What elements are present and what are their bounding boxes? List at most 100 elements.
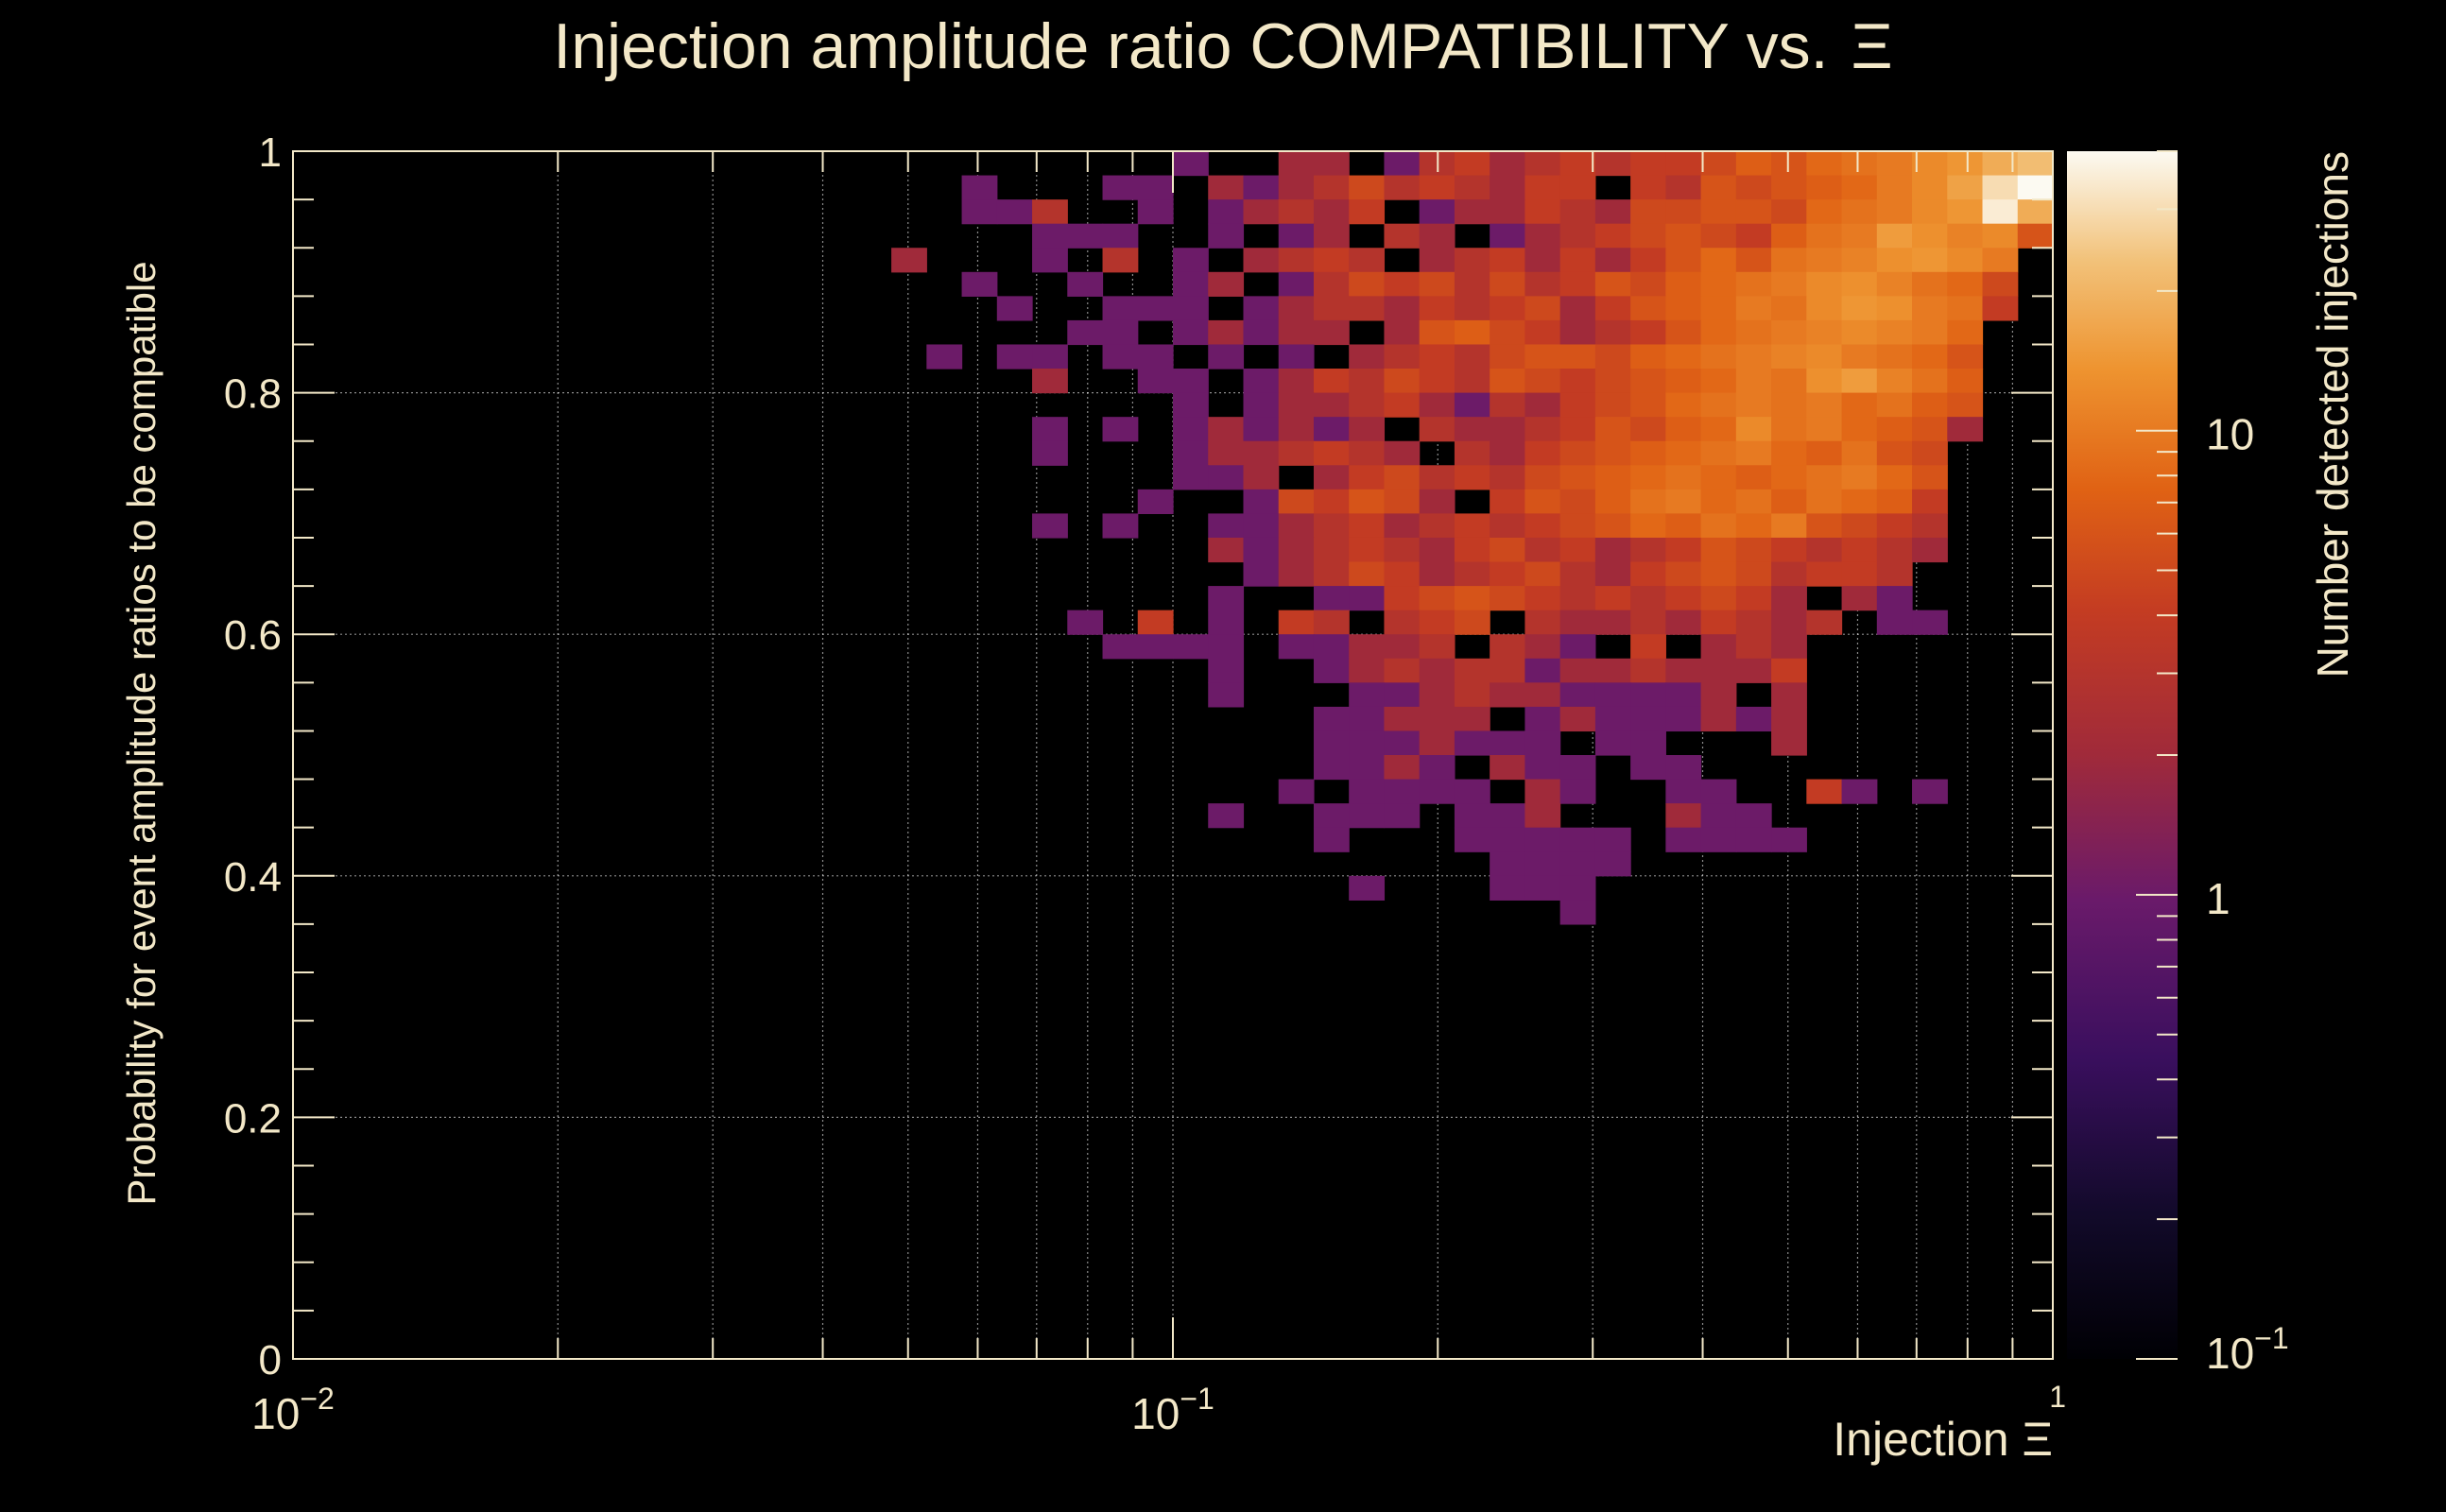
heatmap-cell bbox=[1102, 319, 1139, 346]
y-tick-label: 0.4 bbox=[224, 854, 282, 901]
heatmap-cell bbox=[1771, 271, 1807, 297]
heatmap-cell bbox=[1524, 827, 1561, 852]
heatmap-cell bbox=[1735, 175, 1772, 200]
heatmap-cell bbox=[1735, 634, 1772, 660]
y-axis-label: Probability for event amplitude ratios t… bbox=[119, 261, 164, 1205]
heatmap-cell bbox=[1630, 392, 1666, 418]
heatmap-cell bbox=[1559, 319, 1596, 346]
heatmap-cell bbox=[1806, 779, 1843, 804]
heatmap-cell bbox=[1630, 151, 1666, 177]
heatmap-cell bbox=[1665, 465, 1702, 490]
heatmap-cell bbox=[1278, 151, 1315, 177]
heatmap-cell bbox=[1841, 248, 1878, 273]
heatmap-cell bbox=[1384, 610, 1421, 635]
heatmap-cell bbox=[1208, 465, 1245, 490]
heatmap-cell bbox=[1419, 537, 1456, 563]
heatmap-cell bbox=[1700, 296, 1737, 321]
heatmap-cell bbox=[1735, 803, 1772, 829]
heatmap-cell bbox=[1032, 417, 1068, 442]
heatmap-cell bbox=[1490, 417, 1525, 442]
heatmap-cell bbox=[1841, 392, 1878, 418]
heatmap-cell bbox=[1559, 440, 1596, 466]
x-axis-label: Injection Ξ bbox=[1833, 1413, 2053, 1466]
y-tick-label: 0.6 bbox=[224, 612, 282, 659]
heatmap-cell bbox=[1349, 513, 1386, 539]
heatmap-cell bbox=[1454, 319, 1490, 346]
heatmap-cell bbox=[996, 344, 1033, 369]
heatmap-cell bbox=[1313, 465, 1350, 490]
heatmap-cell bbox=[1384, 803, 1421, 829]
heatmap-cell bbox=[1700, 319, 1737, 346]
heatmap-cell bbox=[1594, 658, 1631, 683]
heatmap-cell bbox=[1806, 271, 1843, 297]
heatmap-cell bbox=[1982, 296, 2019, 321]
heatmap-cell bbox=[1454, 392, 1490, 418]
heatmap-cell bbox=[1559, 199, 1596, 225]
heatmap-cell bbox=[1559, 586, 1596, 611]
heatmap-cell bbox=[1419, 369, 1456, 394]
heatmap-cell bbox=[1243, 489, 1280, 514]
heatmap-cell bbox=[1524, 755, 1561, 781]
heatmap-cell bbox=[1806, 175, 1843, 200]
heatmap-cell bbox=[1912, 779, 1948, 804]
heatmap-cell bbox=[1490, 803, 1525, 829]
heatmap-cell bbox=[1490, 296, 1525, 321]
heatmap-cell bbox=[1771, 827, 1807, 852]
heatmap-cell bbox=[1419, 561, 1456, 587]
heatmap-cell bbox=[1665, 610, 1702, 635]
heatmap-cell bbox=[1384, 489, 1421, 514]
heatmap-cell bbox=[1454, 610, 1490, 635]
heatmap-cell bbox=[1700, 417, 1737, 442]
heatmap-cell bbox=[1594, 296, 1631, 321]
heatmap-cell bbox=[1349, 730, 1386, 756]
heatmap-cell bbox=[1384, 586, 1421, 611]
heatmap-cell bbox=[1771, 344, 1807, 369]
heatmap-cell bbox=[1102, 344, 1139, 369]
heatmap-cell bbox=[1559, 417, 1596, 442]
heatmap-cell bbox=[1771, 706, 1807, 732]
heatmap-cell bbox=[1490, 827, 1525, 852]
x-axis-label-text: Injection bbox=[1833, 1413, 2008, 1466]
heatmap-cell bbox=[1490, 248, 1525, 273]
heatmap-cell bbox=[1735, 248, 1772, 273]
heatmap-cell bbox=[1419, 296, 1456, 321]
heatmap-cell bbox=[1173, 465, 1209, 490]
heatmap-cell bbox=[1278, 199, 1315, 225]
heatmap-cell bbox=[1524, 271, 1561, 297]
heatmap-cell bbox=[1137, 489, 1174, 514]
heatmap-cell bbox=[1419, 248, 1456, 273]
heatmap-cell bbox=[1419, 779, 1456, 804]
heatmap-cell bbox=[1278, 417, 1315, 442]
heatmap-cell bbox=[1173, 319, 1209, 346]
heatmap-cell bbox=[1665, 392, 1702, 418]
heatmap-cell bbox=[1490, 440, 1525, 466]
heatmap-cell bbox=[1806, 223, 1843, 249]
heatmap-cell bbox=[1243, 248, 1280, 273]
heatmap-cell bbox=[1594, 586, 1631, 611]
heatmap-cell bbox=[1313, 417, 1350, 442]
heatmap-cell bbox=[1947, 248, 1984, 273]
heatmap-cell bbox=[1559, 296, 1596, 321]
heatmap-cell bbox=[1384, 465, 1421, 490]
heatmap-cell bbox=[1208, 199, 1245, 225]
heatmap-cell bbox=[1419, 223, 1456, 249]
heatmap-cell bbox=[1876, 369, 1913, 394]
heatmap-cell bbox=[1594, 223, 1631, 249]
heatmap-cell bbox=[1559, 489, 1596, 514]
heatmap-cell bbox=[1594, 561, 1631, 587]
heatmap-cell bbox=[1700, 199, 1737, 225]
heatmap-cell bbox=[1490, 465, 1525, 490]
heatmap-cell bbox=[1735, 513, 1772, 539]
heatmap-cell bbox=[1559, 900, 1596, 925]
heatmap-cell bbox=[1630, 369, 1666, 394]
heatmap-cell bbox=[1278, 537, 1315, 563]
heatmap-cell bbox=[1594, 319, 1631, 346]
heatmap-cell bbox=[1559, 875, 1596, 901]
heatmap-cell bbox=[1454, 682, 1490, 708]
heatmap-cell bbox=[1876, 561, 1913, 587]
heatmap-cell bbox=[1384, 634, 1421, 660]
heatmap-cell bbox=[1982, 223, 2019, 249]
heatmap-cell bbox=[1384, 440, 1421, 466]
x-tick-label: 10−1 bbox=[1131, 1382, 1214, 1438]
